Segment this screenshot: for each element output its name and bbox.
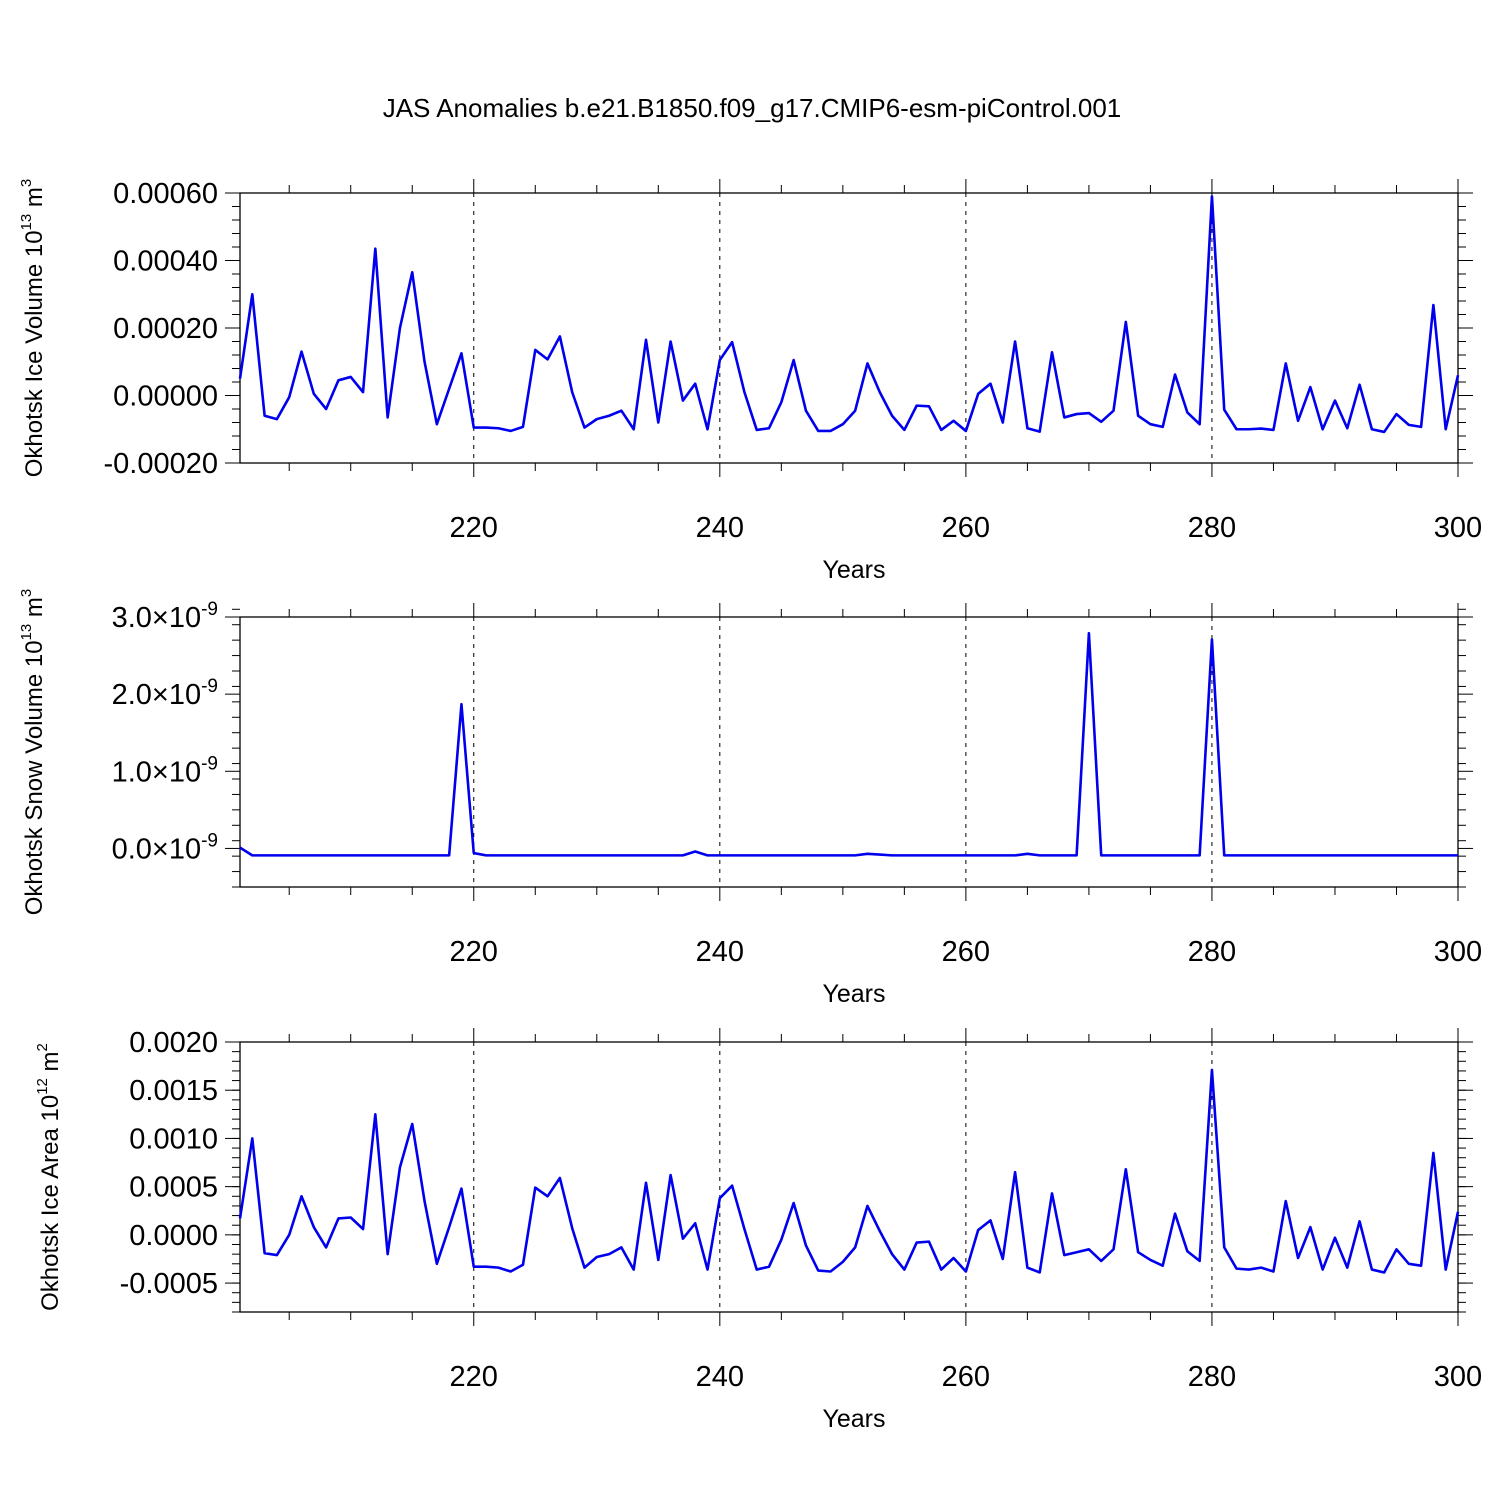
y-tick-label: 1.0×10-9 bbox=[112, 753, 218, 788]
x-tick-label: 220 bbox=[450, 512, 498, 544]
y-tick-label: 3.0×10-9 bbox=[112, 599, 218, 634]
x-axis-label: Years bbox=[822, 980, 885, 1008]
panels: 220 240 260 280 300 -0.00020 0.00000 0.00020 0.0… bbox=[18, 178, 1482, 1433]
y-axis-label: Okhotsk Ice Area 1012 m2 bbox=[34, 1043, 64, 1311]
y-axis-label: Okhotsk Ice Volume 1013 m3 bbox=[18, 179, 48, 478]
y-tick-label: 0.00040 bbox=[113, 246, 218, 278]
series-line-1 bbox=[239, 631, 1458, 857]
x-tick-label: 220 bbox=[450, 1361, 498, 1393]
x-tick-label: 300 bbox=[1434, 936, 1482, 968]
y-tick-label: 2.0×10-9 bbox=[112, 676, 218, 711]
y-tick-label: 0.0005 bbox=[129, 1172, 218, 1204]
x-axis-label: Years bbox=[822, 556, 885, 584]
x-tick-label: 260 bbox=[942, 936, 990, 968]
x-tick-label: 260 bbox=[942, 1361, 990, 1393]
y-tick-label: 0.0000 bbox=[129, 1220, 218, 1252]
x-tick-label: 240 bbox=[696, 512, 744, 544]
x-tick-label: 280 bbox=[1188, 512, 1236, 544]
x-tick-label: 300 bbox=[1434, 1361, 1482, 1393]
series-line-1 bbox=[238, 195, 1460, 434]
x-tick-label: 240 bbox=[696, 1361, 744, 1393]
x-tick-label: 280 bbox=[1188, 936, 1236, 968]
panel-2: 220 240 260 280 300 0.0×10-9 1.0×10-9 2.0×10-9 3… bbox=[18, 589, 1482, 1008]
y-tick-label: 0.0015 bbox=[129, 1075, 218, 1107]
y-tick-label: 0.00060 bbox=[113, 178, 218, 210]
y-tick-label: 0.0010 bbox=[129, 1123, 218, 1155]
x-tick-label: 240 bbox=[696, 936, 744, 968]
x-tick-label: 300 bbox=[1434, 512, 1482, 544]
y-tick-label: 0.00020 bbox=[113, 313, 218, 345]
plot-frame bbox=[239, 1041, 1459, 1313]
panel-3: 220 240 260 280 300 -0.0005 0.0000 0.0005 0.0010… bbox=[34, 1027, 1482, 1433]
x-axis-label: Years bbox=[822, 1405, 885, 1433]
figure-title: JAS Anomalies b.e21.B1850.f09_g17.CMIP6-… bbox=[383, 93, 1122, 123]
y-tick-label: 0.0020 bbox=[129, 1027, 218, 1059]
series-line-1 bbox=[238, 1068, 1460, 1274]
x-tick-label: 220 bbox=[450, 936, 498, 968]
y-tick-label: -0.00020 bbox=[104, 448, 219, 480]
plot-frame bbox=[239, 616, 1459, 888]
x-tick-label: 260 bbox=[942, 512, 990, 544]
y-tick-label: 0.00000 bbox=[113, 381, 218, 413]
y-axis-label: Okhotsk Snow Volume 1013 m3 bbox=[18, 589, 48, 916]
y-tick-label: -0.0005 bbox=[120, 1268, 218, 1300]
panel-1: 220 240 260 280 300 -0.00020 0.00000 0.00020 0.0… bbox=[18, 178, 1482, 584]
y-tick-label: 0.0×10-9 bbox=[112, 830, 218, 865]
x-tick-label: 280 bbox=[1188, 1361, 1236, 1393]
